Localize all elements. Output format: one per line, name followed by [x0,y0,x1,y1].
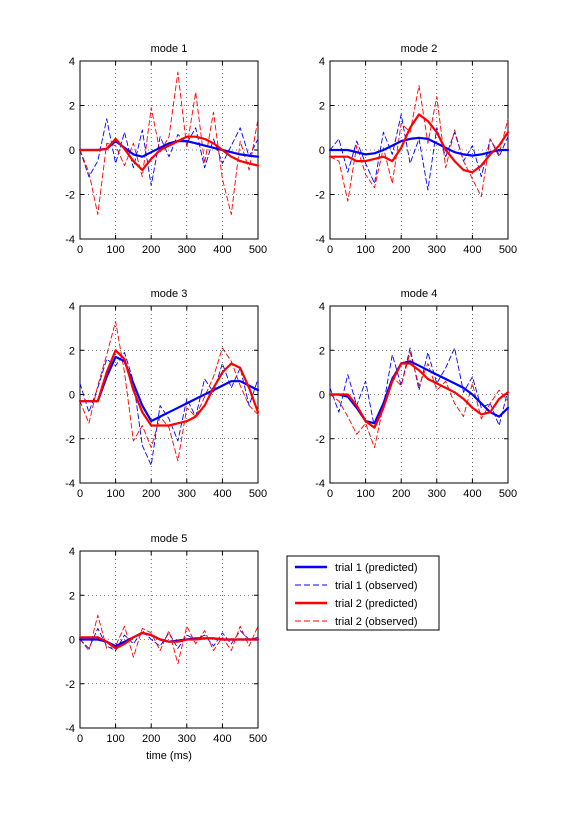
legend-box [286,555,440,631]
y-tick-label: -4 [315,234,325,246]
x-tick-label: 500 [499,244,517,256]
y-tick-label: -2 [65,190,75,202]
panel-title: mode 5 [151,533,188,545]
panel-title: mode 1 [151,43,188,55]
y-tick-label: -4 [315,478,325,490]
panel-title: mode 2 [401,43,438,55]
legend-label: trial 2 (predicted) [335,598,418,610]
y-tick-label: 2 [319,345,325,357]
series-trial-2-observed [79,71,259,215]
x-tick-label: 100 [106,244,124,256]
x-tick-label: 0 [327,244,333,256]
series-trial-1-observed [79,352,259,466]
y-tick-label: -4 [65,234,75,246]
y-tick-label: 2 [319,101,325,113]
series-trial-2-observed [79,321,259,462]
panel-mode-1: 0 100 200 300 400 500 -4 -2 0 2 4 mode 1 [65,43,267,256]
y-tick-label: -4 [65,478,75,490]
x-tick-label: 0 [327,488,333,500]
legend-label: trial 2 (observed) [335,616,418,628]
x-tick-label: 200 [142,244,160,256]
x-tick-label: 100 [106,488,124,500]
y-tick-label: 0 [69,145,75,157]
panel-mode-2: 0 100 200 300 400 500 -4 -2 0 2 4 mode 2 [315,43,517,256]
series-trial-2-predicted [78,135,260,172]
y-tick-label: 4 [319,301,325,313]
series-trial-2-predicted [328,362,510,429]
series-trial-2-predicted [78,349,260,427]
x-tick-label: 200 [142,488,160,500]
x-tick-label: 400 [463,488,481,500]
x-tick-label: 100 [356,244,374,256]
x-tick-label: 400 [213,244,231,256]
y-tick-label: 2 [69,590,75,602]
x-tick-label: 500 [249,488,267,500]
y-tick-label: -2 [315,434,325,446]
series-trial-2-predicted [78,631,260,650]
x-tick-label: 0 [77,488,83,500]
panel-mode-3: 0 100 200 300 400 500 -4 -2 0 2 4 mode 3 [65,288,267,500]
y-tick-label: 2 [69,101,75,113]
y-tick-label: 4 [69,56,75,68]
x-tick-label: 300 [428,244,446,256]
x-tick-label: 0 [77,244,83,256]
y-tick-label: -2 [315,190,325,202]
series-trial-2-predicted [328,113,510,174]
y-tick-label: -4 [65,723,75,735]
legend-label: trial 1 (predicted) [335,562,418,574]
x-tick-label: 200 [392,488,410,500]
panel-title: mode 3 [151,288,188,300]
x-tick-label: 100 [106,733,124,745]
x-tick-label: 0 [77,733,83,745]
x-tick-label: 300 [178,244,196,256]
series-trial-2-observed [329,85,509,202]
x-tick-label: 100 [356,488,374,500]
panel-mode-5: 0 100 200 300 400 500 -4 -2 0 2 4 mode 5 time (ms) [65,533,267,762]
x-tick-label: 300 [178,733,196,745]
y-tick-label: -2 [65,434,75,446]
y-tick-label: 4 [69,546,75,558]
y-tick-label: 4 [319,56,325,68]
y-tick-label: 0 [69,390,75,402]
panel-title: mode 4 [401,288,438,300]
series-trial-2-observed [329,352,509,449]
y-tick-label: 2 [69,345,75,357]
x-tick-label: 200 [392,244,410,256]
series-trial-1-predicted [328,136,510,157]
x-tick-label: 500 [249,244,267,256]
x-tick-label: 500 [249,733,267,745]
panel-mode-4: 0 100 200 300 400 500 -4 -2 0 2 4 mode 4 [315,288,517,500]
x-tick-label: 400 [463,244,481,256]
x-tick-label: 500 [499,488,517,500]
x-tick-label: 200 [142,733,160,745]
legend-label: trial 1 (observed) [335,580,418,592]
y-tick-label: 4 [69,301,75,313]
y-tick-label: 0 [319,145,325,157]
series-trial-1-observed [329,347,509,429]
x-axis-label: time (ms) [146,750,192,762]
x-tick-label: 400 [213,733,231,745]
legend: trial 1 (predicted) trial 1 (observed) tri… [286,555,440,631]
x-tick-label: 400 [213,488,231,500]
x-tick-label: 300 [178,488,196,500]
series-trial-1-predicted [78,355,260,423]
x-tick-label: 300 [428,488,446,500]
series-trial-2-observed [79,614,259,665]
y-tick-label: 0 [319,390,325,402]
y-tick-label: 0 [69,635,75,647]
y-tick-label: -2 [65,679,75,691]
